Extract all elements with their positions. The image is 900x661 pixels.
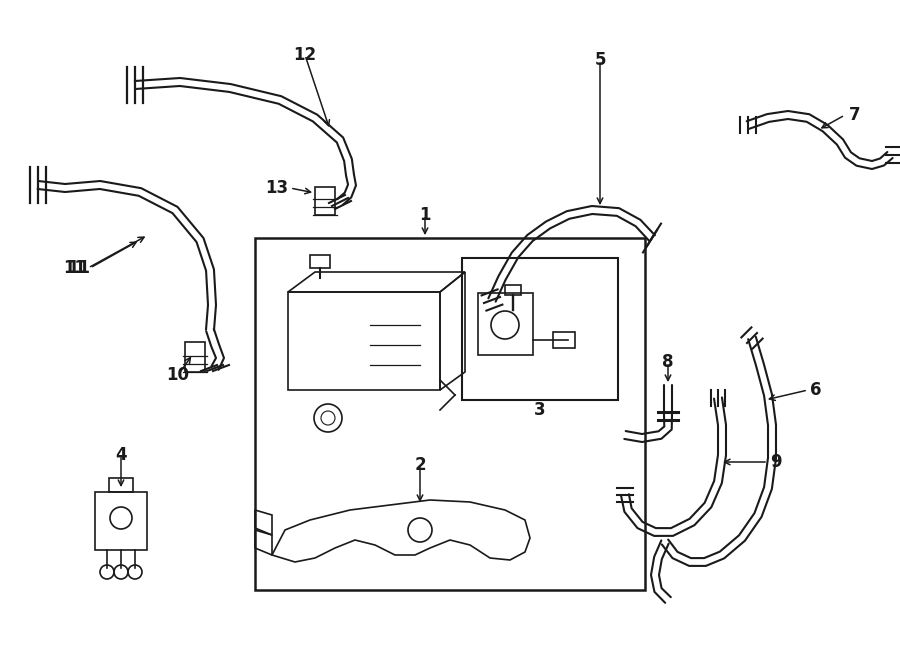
- Text: 5: 5: [594, 51, 606, 69]
- Text: 13: 13: [265, 179, 288, 197]
- Bar: [553, 332, 575, 348]
- Bar: [478, 293, 533, 355]
- Bar: [255, 238, 645, 590]
- Text: 3: 3: [535, 401, 545, 419]
- Bar: [315, 187, 335, 215]
- Bar: [185, 342, 205, 372]
- Text: 12: 12: [293, 46, 317, 64]
- Bar: [505, 285, 521, 295]
- Bar: [95, 492, 147, 550]
- Text: 1: 1: [419, 206, 431, 224]
- Text: 6: 6: [810, 381, 822, 399]
- Text: 11: 11: [67, 259, 90, 277]
- Text: 11: 11: [63, 259, 86, 277]
- Text: 9: 9: [770, 453, 781, 471]
- Text: 4: 4: [115, 446, 127, 464]
- Text: 8: 8: [662, 353, 674, 371]
- Text: 2: 2: [414, 456, 426, 474]
- Text: 10: 10: [166, 366, 190, 384]
- Bar: [462, 258, 618, 400]
- Text: 7: 7: [849, 106, 860, 124]
- Bar: [109, 478, 133, 492]
